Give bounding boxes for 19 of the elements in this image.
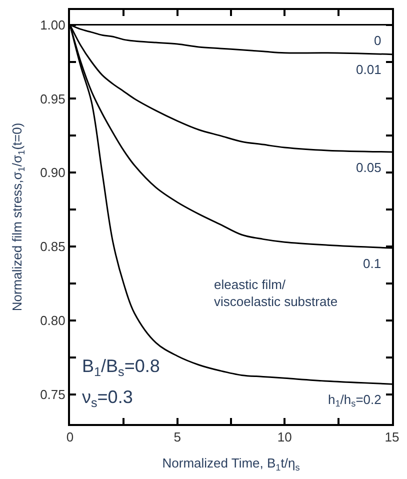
y-tick-label: 1.00: [40, 17, 66, 32]
y-tick-label: 0.80: [40, 313, 66, 328]
y-tick-label: 0.95: [40, 91, 66, 106]
legend-label: 0: [374, 33, 382, 48]
y-tick-label: 0.85: [40, 239, 66, 254]
x-axis-title: Normalized Time, B$_{1}$t/η$_{s}$: [162, 456, 300, 472]
x-tick-label: 15: [384, 430, 400, 445]
annotation: eleastic film/ viscoelastic substrate: [214, 277, 338, 309]
annotation: ν$_{s}$=0.3: [82, 387, 133, 410]
x-tick-label: 0: [66, 430, 74, 445]
legend-label: 0.1: [363, 256, 382, 271]
series-label: 0.05: [356, 160, 382, 175]
x-tick-label: 5: [174, 430, 181, 445]
annotation: B$_{1}$/B$_{s}$=0.8: [82, 356, 160, 379]
legend-label: 0.01: [356, 62, 382, 77]
legend-label: h$_{1}$/h$_{s}$=0.2: [328, 392, 382, 409]
y-tick-label: 0.75: [40, 386, 66, 402]
y-tick-label: 0.90: [40, 165, 66, 180]
x-tick-label: 10: [277, 430, 292, 445]
